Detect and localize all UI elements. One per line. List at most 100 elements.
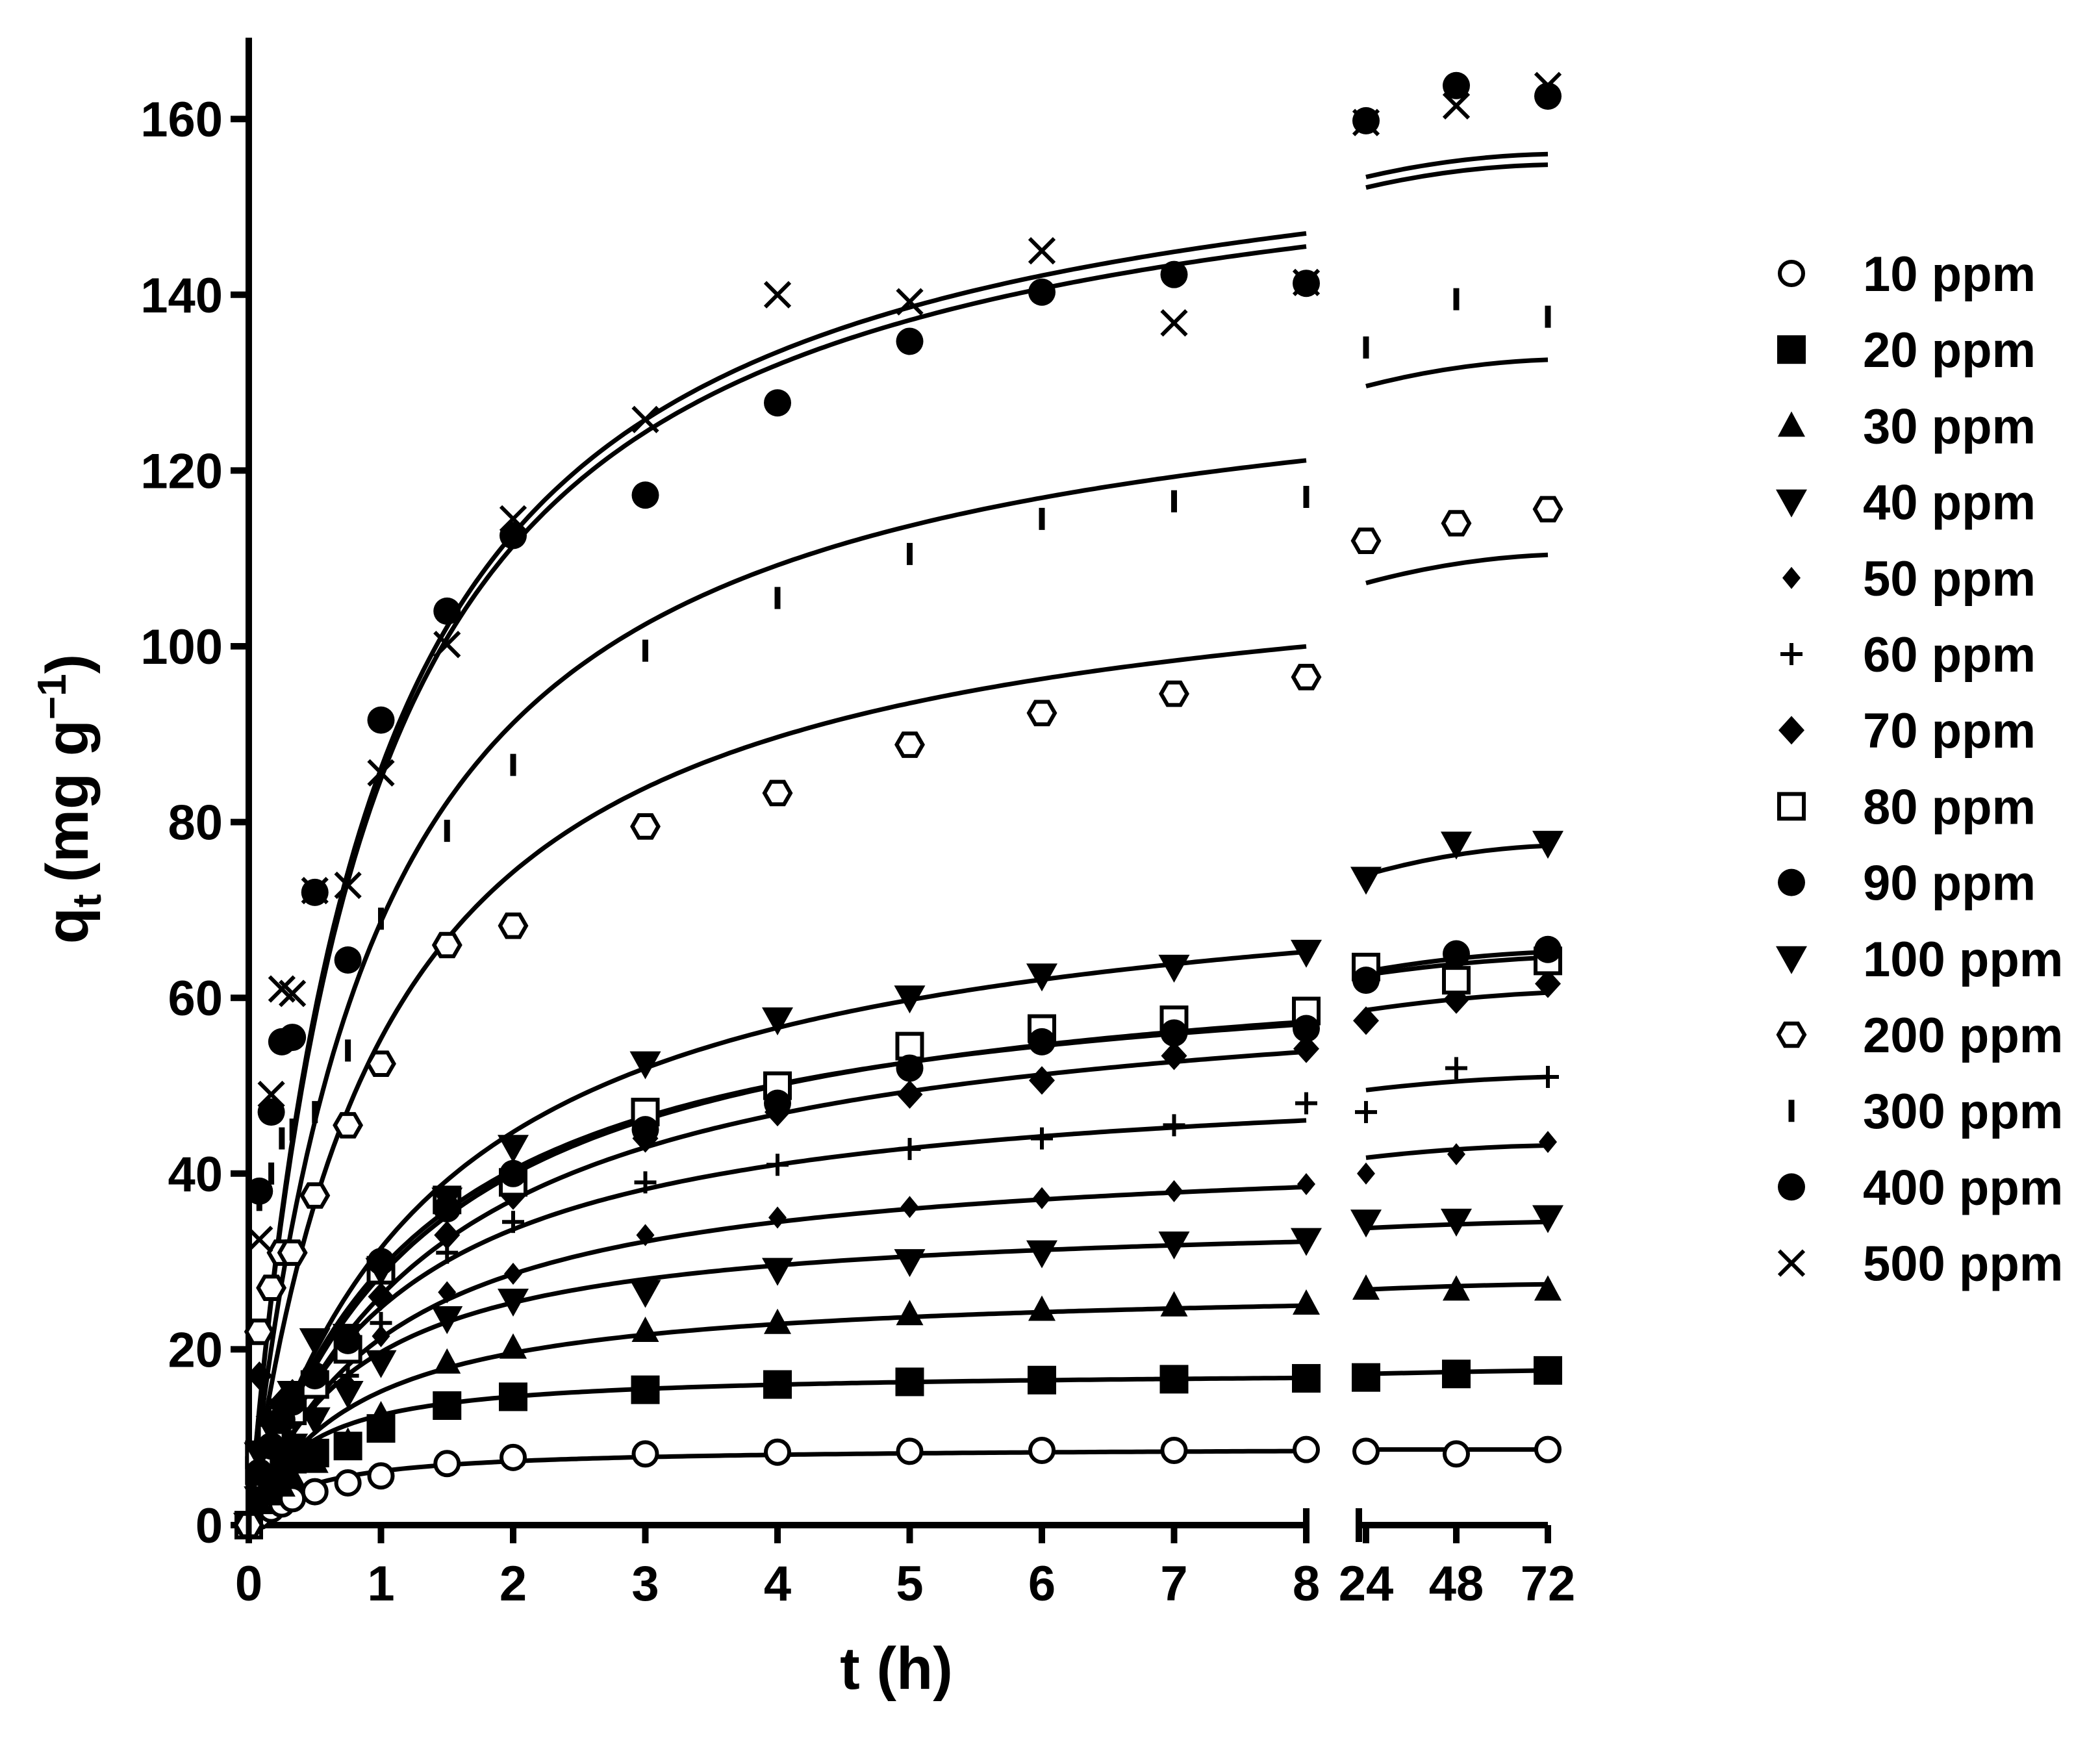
marker-shape: [1160, 1019, 1188, 1047]
data-point: [896, 1054, 924, 1082]
marker-shape: [431, 1306, 463, 1335]
marker-shape: [433, 1348, 461, 1374]
marker-shape: [1442, 966, 1471, 995]
marker-shape: [1776, 946, 1807, 974]
legend-marker: [1778, 868, 1805, 896]
marker-shape: [1350, 527, 1382, 554]
marker-shape: [1028, 1365, 1056, 1395]
y-axis-title-units: (mg g: [34, 720, 101, 882]
x-axis-title: t (h): [840, 1636, 953, 1702]
marker-shape: [1778, 260, 1805, 287]
data-point: [1291, 664, 1322, 690]
marker-shape: [895, 1367, 924, 1396]
data-point: [768, 1206, 787, 1229]
marker-shape: [1534, 935, 1562, 963]
marker-shape: [764, 1308, 791, 1334]
marker-shape: [1353, 1006, 1379, 1035]
data-point: [1534, 1435, 1562, 1463]
data-point: [431, 931, 462, 959]
marker-shape: [367, 1462, 395, 1490]
marker-shape: [1158, 1232, 1190, 1260]
data-point: [900, 1196, 919, 1219]
marker-shape: [334, 1427, 362, 1453]
marker-shape: [301, 1447, 329, 1473]
legend-label: 500 ppm: [1863, 1237, 2063, 1292]
marker-shape: [431, 931, 462, 959]
data-point: [1534, 1356, 1562, 1385]
legend-label: 60 ppm: [1863, 627, 2036, 683]
marker-shape: [498, 1135, 529, 1163]
data-point: [1033, 1187, 1051, 1209]
legend-item: 60 ppm: [1780, 627, 2036, 683]
marker-shape: [763, 281, 792, 309]
data-point: [257, 1098, 285, 1126]
marker-shape: [631, 481, 659, 509]
x-tick-label: 0: [235, 1556, 262, 1611]
data-point: [299, 1182, 331, 1209]
y-tick-label: 80: [168, 796, 223, 851]
data-point: [1026, 1240, 1057, 1269]
data-point: [336, 1364, 359, 1387]
marker-shape: [1350, 1209, 1382, 1238]
data-point: [631, 1316, 659, 1342]
data-point: [1534, 82, 1562, 110]
marker-shape: [1534, 1356, 1562, 1385]
legend-item: 90 ppm: [1778, 856, 2036, 911]
marker-shape: [636, 1224, 655, 1246]
x-tick-label: 6: [1028, 1556, 1056, 1611]
legend-label: 90 ppm: [1863, 856, 2036, 911]
marker-shape: [1159, 1365, 1189, 1394]
marker-shape: [1033, 1187, 1051, 1209]
data-point: [1352, 1437, 1380, 1465]
marker-shape: [277, 1239, 308, 1266]
data-point: [764, 1089, 791, 1117]
marker-shape: [1777, 335, 1806, 364]
marker-shape: [255, 1416, 287, 1445]
marker-shape: [1443, 1275, 1470, 1301]
marker-shape: [1028, 1295, 1056, 1321]
fit-curve: [246, 458, 1307, 1526]
marker-shape: [631, 1316, 659, 1342]
data-point: [367, 1462, 395, 1490]
marker-shape: [500, 1443, 527, 1471]
data-point: [1443, 1440, 1470, 1468]
marker-shape: [498, 1288, 529, 1317]
legend-label: 30 ppm: [1863, 399, 2036, 454]
data-point: [1535, 969, 1561, 998]
y-tick-label: 0: [196, 1498, 223, 1554]
y-tick-label: 100: [140, 620, 223, 675]
marker-shape: [333, 1112, 364, 1139]
marker-shape: [1777, 1249, 1806, 1277]
data-point: [498, 912, 529, 939]
data-point: [277, 1381, 309, 1409]
data-point: [631, 405, 659, 434]
marker-shape: [896, 288, 924, 316]
marker-shape: [896, 1300, 924, 1326]
data-point: [303, 1400, 326, 1422]
marker-shape: [631, 405, 659, 434]
data-point: [1441, 831, 1472, 860]
legend-marker: [1776, 946, 1807, 974]
marker-shape: [246, 1226, 273, 1254]
marker-shape: [365, 1257, 397, 1286]
marker-shape: [301, 1361, 329, 1389]
marker-shape: [1532, 496, 1563, 523]
legend-marker: [1777, 335, 1806, 364]
data-point: [1159, 1365, 1189, 1394]
legend-item: 400 ppm: [1778, 1160, 2063, 1215]
fit-curve-tail: [1365, 552, 1549, 585]
data-point: [764, 389, 791, 417]
marker-shape: [438, 1281, 457, 1304]
data-point: [301, 1447, 329, 1473]
data-point: [1028, 1365, 1056, 1395]
data-point: [434, 1220, 461, 1250]
data-point: [1352, 108, 1380, 136]
legend-label: 20 ppm: [1863, 323, 2036, 378]
data-point: [498, 1288, 529, 1317]
data-point: [1441, 1208, 1472, 1237]
data-point: [629, 1280, 661, 1308]
legend-marker: [1776, 1021, 1807, 1048]
data-point: [1292, 268, 1321, 296]
data-point: [1534, 71, 1562, 99]
data-point: [1534, 935, 1562, 963]
